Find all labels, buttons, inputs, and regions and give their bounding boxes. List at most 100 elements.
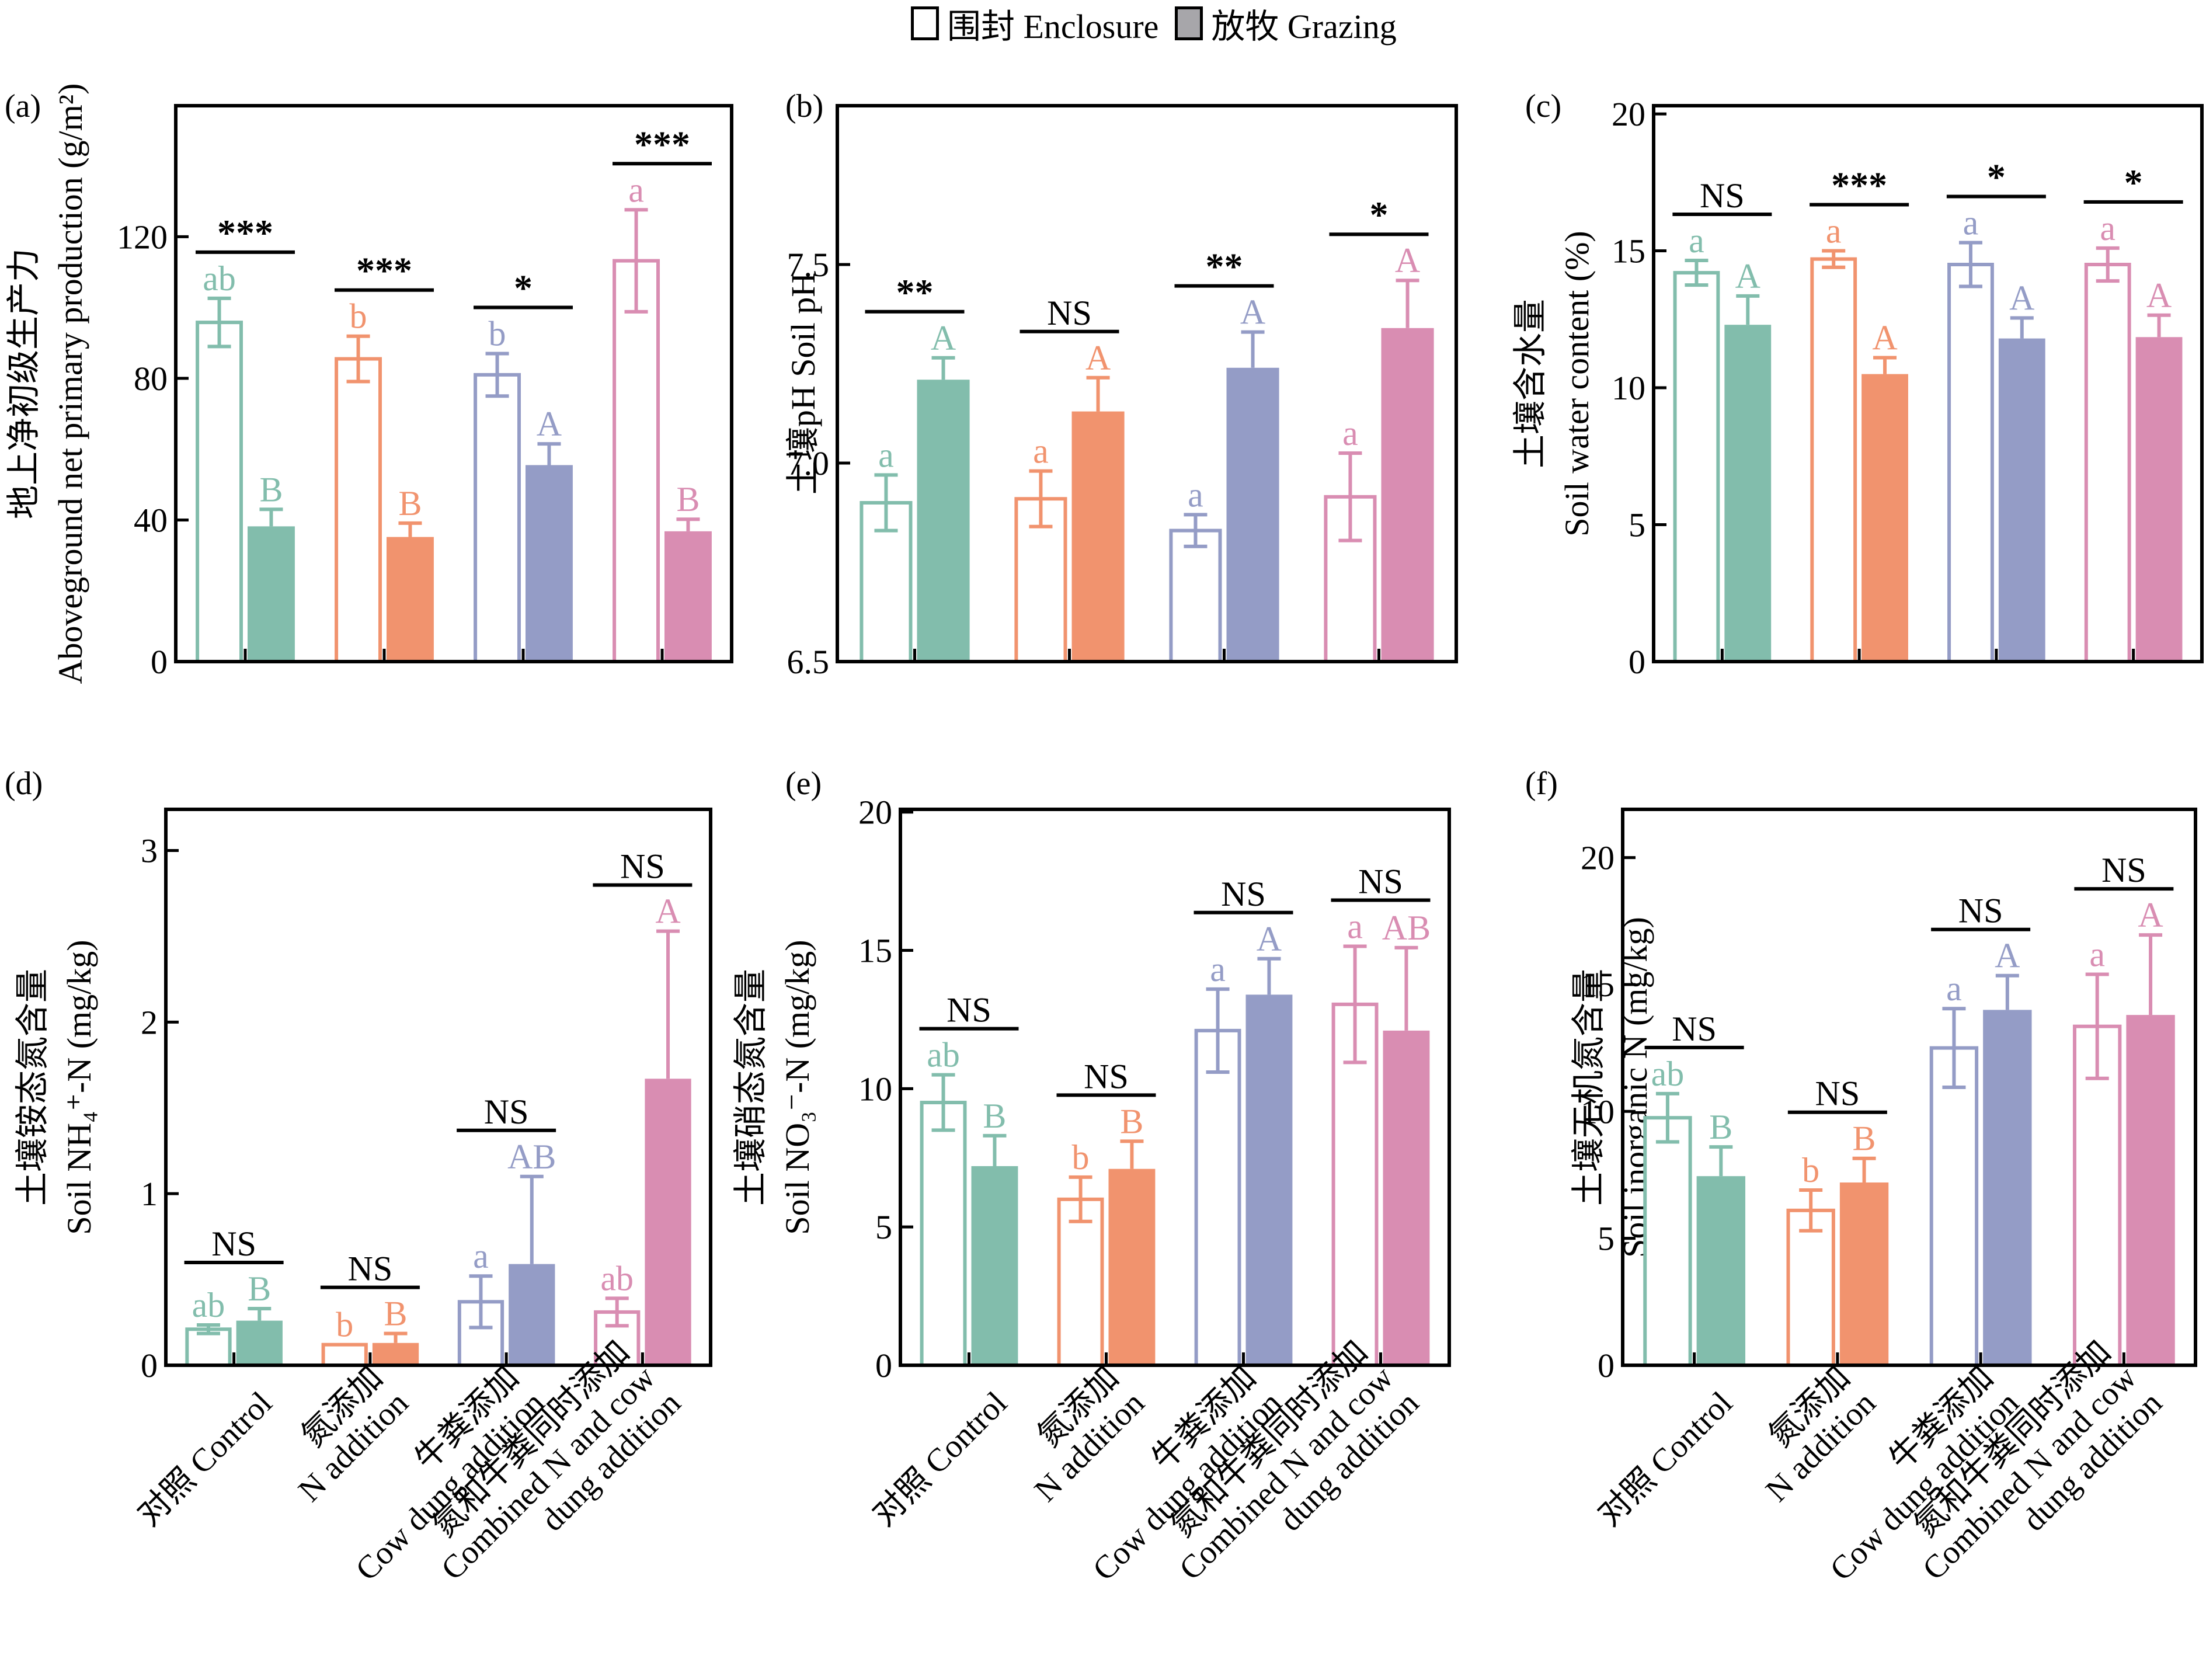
x-tick-label-line: 对照 Control xyxy=(131,1385,279,1533)
bar-enclosure xyxy=(1643,1116,1692,1368)
x-tick-label: 对照 Control xyxy=(1591,1385,1739,1533)
significance-letter: a xyxy=(1342,414,1358,453)
y-tick-label: 10 xyxy=(1581,1093,1615,1131)
y-tick-label: 10 xyxy=(858,1070,892,1108)
significance-letter: a xyxy=(1210,950,1226,989)
bar-grazing xyxy=(1108,1168,1156,1365)
bar-grazing xyxy=(2126,1015,2175,1365)
significance-letter: A xyxy=(1240,293,1265,332)
significance-letter: a xyxy=(628,171,644,209)
legend-item-grazing: 放牧 Grazing xyxy=(1175,0,1397,48)
significance-letter: A xyxy=(1395,241,1420,280)
significance-letter: A xyxy=(655,892,680,931)
bar-enclosure xyxy=(1169,528,1222,663)
y-tick-label: 2 xyxy=(141,1003,158,1041)
significance-mark: NS xyxy=(1358,862,1403,900)
plot-frame xyxy=(836,104,1458,663)
y-tick-label: 5 xyxy=(875,1208,892,1246)
significance-mark: * xyxy=(2124,162,2143,203)
bar-enclosure xyxy=(196,321,243,663)
significance-letter: B xyxy=(1120,1102,1143,1140)
significance-mark: ** xyxy=(896,272,934,313)
y-axis-label-cn: 土壤硝态氮含量 xyxy=(732,969,770,1206)
significance-mark: *** xyxy=(356,250,412,291)
enclosure-swatch xyxy=(911,6,939,40)
significance-letter: a xyxy=(2089,935,2105,974)
significance-letter: A xyxy=(1872,318,1897,357)
y-tick-label: 15 xyxy=(858,932,892,970)
x-tick-label: 对照 Control xyxy=(866,1385,1014,1533)
significance-letter: A xyxy=(1257,920,1282,958)
y-tick-label: 20 xyxy=(1612,95,1645,133)
bar-enclosure xyxy=(1194,1028,1241,1368)
y-tick-label: 0 xyxy=(151,643,168,681)
y-tick-label: 6.5 xyxy=(787,643,830,681)
legend-label-enclosure: 围封 Enclosure xyxy=(947,8,1159,46)
y-tick-label: 1 xyxy=(141,1175,158,1213)
y-tick-label: 0 xyxy=(141,1347,158,1385)
y-tick-label: 7.5 xyxy=(787,246,830,284)
bar-grazing xyxy=(1724,325,1772,662)
significance-letter: A xyxy=(1995,937,2020,975)
grazing-swatch xyxy=(1175,6,1203,40)
y-axis-label-cn: 土壤无机氮含量 xyxy=(1570,969,1607,1206)
y-tick-label: 120 xyxy=(117,218,168,256)
y-tick-label: 40 xyxy=(134,501,168,539)
bar-grazing xyxy=(1861,374,1908,662)
significance-mark: NS xyxy=(947,991,991,1029)
y-tick-label: 0 xyxy=(1629,643,1645,681)
bar-enclosure xyxy=(613,259,660,664)
significance-mark: NS xyxy=(1815,1074,1860,1113)
plot-frame xyxy=(1621,808,2197,1367)
significance-letter: B xyxy=(983,1097,1006,1135)
bar-grazing xyxy=(1071,411,1125,662)
panel-label: (b) xyxy=(785,88,823,124)
significance-mark: NS xyxy=(620,847,665,886)
bar-grazing xyxy=(1245,994,1293,1365)
significance-mark: NS xyxy=(348,1250,393,1288)
bar-grazing xyxy=(1998,338,2045,662)
significance-letter: a xyxy=(1033,432,1049,471)
panel-a: (a) 0 40 80 120 地上净初级生产力 Aboveground net prima… xyxy=(5,84,733,684)
y-tick-label: 0 xyxy=(1598,1347,1615,1385)
bar-grazing xyxy=(372,1342,419,1365)
significance-letter: b xyxy=(350,297,367,336)
y-tick-label: 5 xyxy=(1629,506,1645,544)
significance-letter: B xyxy=(1853,1119,1876,1158)
significance-letter: ab xyxy=(927,1036,960,1074)
y-axis-label-cn: 地上净初级生产力 xyxy=(5,248,43,519)
bar-grazing xyxy=(1226,367,1279,662)
bar-enclosure xyxy=(1810,257,1857,664)
panel-label: (d) xyxy=(5,766,43,802)
bar-enclosure xyxy=(920,1101,967,1368)
significance-letter: A xyxy=(1735,257,1760,295)
y-tick-label: 15 xyxy=(1612,232,1645,270)
bar-enclosure xyxy=(1786,1208,1835,1367)
x-tick-label: 对照 Control xyxy=(131,1385,279,1533)
significance-letter: a xyxy=(1826,212,1842,251)
significance-letter: b xyxy=(489,314,506,353)
bar-grazing xyxy=(526,465,573,662)
significance-letter: a xyxy=(1946,969,1962,1008)
plot-frame xyxy=(1652,104,2204,663)
significance-letter: B xyxy=(398,484,422,523)
y-axis-label-en: Aboveground net primary production (g/m²… xyxy=(51,84,89,684)
y-axis-label-cn: 土壤铵态氮含量 xyxy=(13,969,51,1206)
significance-letter: B xyxy=(259,470,283,509)
significance-letter: a xyxy=(2100,209,2115,248)
bar-grazing xyxy=(236,1320,283,1365)
y-axis-label-cn: 土壤含水量 xyxy=(1511,299,1549,468)
significance-mark: NS xyxy=(2101,851,2146,889)
significance-letter: ab xyxy=(192,1286,225,1324)
panel-label: (e) xyxy=(785,766,822,802)
bar-enclosure xyxy=(1673,271,1720,663)
panel-label: (f) xyxy=(1525,766,1558,802)
significance-letter: A xyxy=(1085,339,1111,377)
